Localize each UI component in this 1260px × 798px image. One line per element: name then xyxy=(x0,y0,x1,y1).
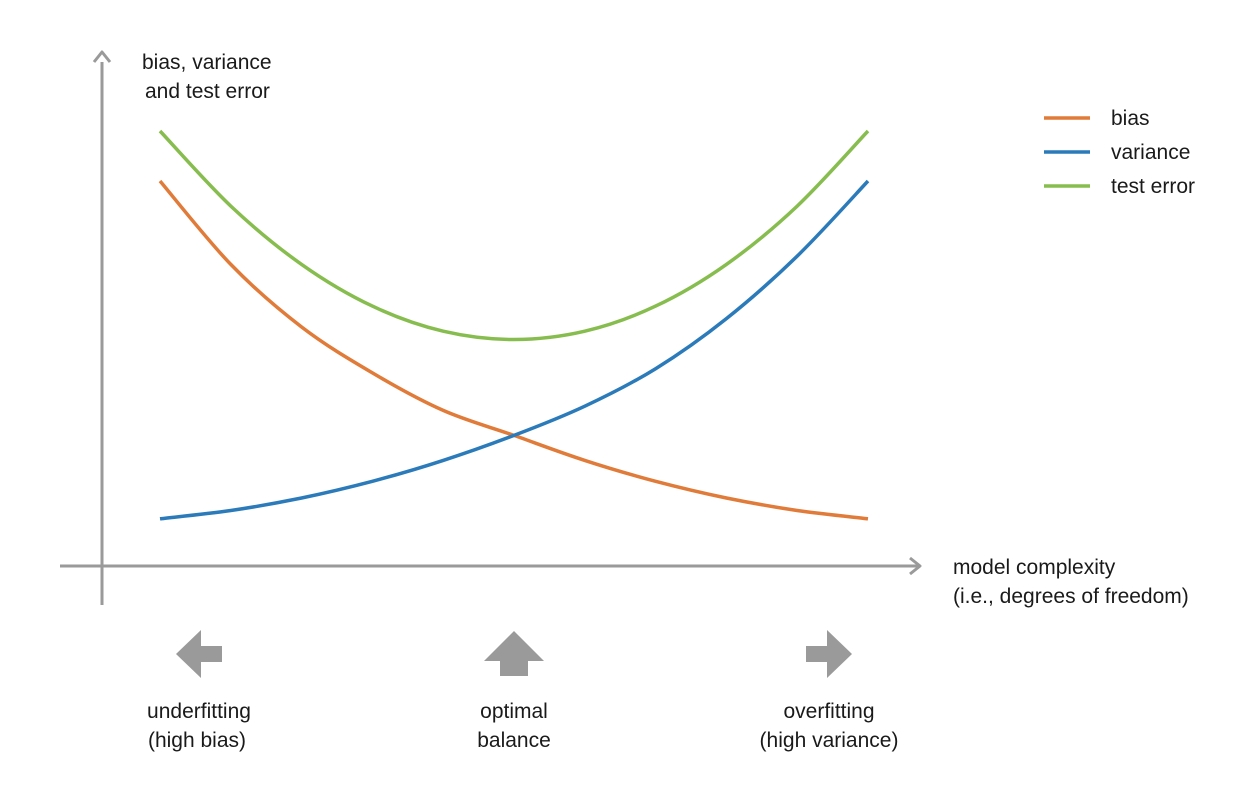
series-line-variance xyxy=(159,179,870,521)
axes xyxy=(60,50,922,605)
series-line-test-error xyxy=(158,129,870,342)
annotation-optimal: optimal balance xyxy=(477,631,551,752)
annotation-overfitting-line-2: (high variance) xyxy=(760,729,899,752)
annotation-overfitting: overfitting (high variance) xyxy=(760,630,899,752)
legend-label-variance: variance xyxy=(1111,141,1190,164)
series-group xyxy=(158,129,870,521)
x-axis-label-line-2: (i.e., degrees of freedom) xyxy=(953,585,1189,608)
y-axis-label-line-1: bias, variance xyxy=(142,51,272,74)
x-axis-label-line-1: model complexity xyxy=(953,556,1116,579)
legend-label-bias: bias xyxy=(1111,107,1150,130)
right-arrow-icon xyxy=(806,630,852,678)
up-arrow-icon xyxy=(484,631,544,676)
y-axis-label-line-2: and test error xyxy=(145,80,270,103)
x-axis-arrowhead xyxy=(909,556,922,576)
annotation-overfitting-line-1: overfitting xyxy=(783,700,874,723)
series-line-bias xyxy=(158,179,869,521)
y-axis-arrowhead xyxy=(92,50,112,63)
annotation-underfitting-line-2: (high bias) xyxy=(148,729,246,752)
annotation-underfitting: underfitting (high bias) xyxy=(147,630,251,752)
legend: bias variance test error xyxy=(1044,107,1195,198)
legend-label-test-error: test error xyxy=(1111,175,1195,198)
annotation-optimal-line-1: optimal xyxy=(480,700,548,723)
annotation-underfitting-line-1: underfitting xyxy=(147,700,251,723)
annotation-optimal-line-2: balance xyxy=(477,729,551,752)
left-arrow-icon xyxy=(176,630,222,678)
